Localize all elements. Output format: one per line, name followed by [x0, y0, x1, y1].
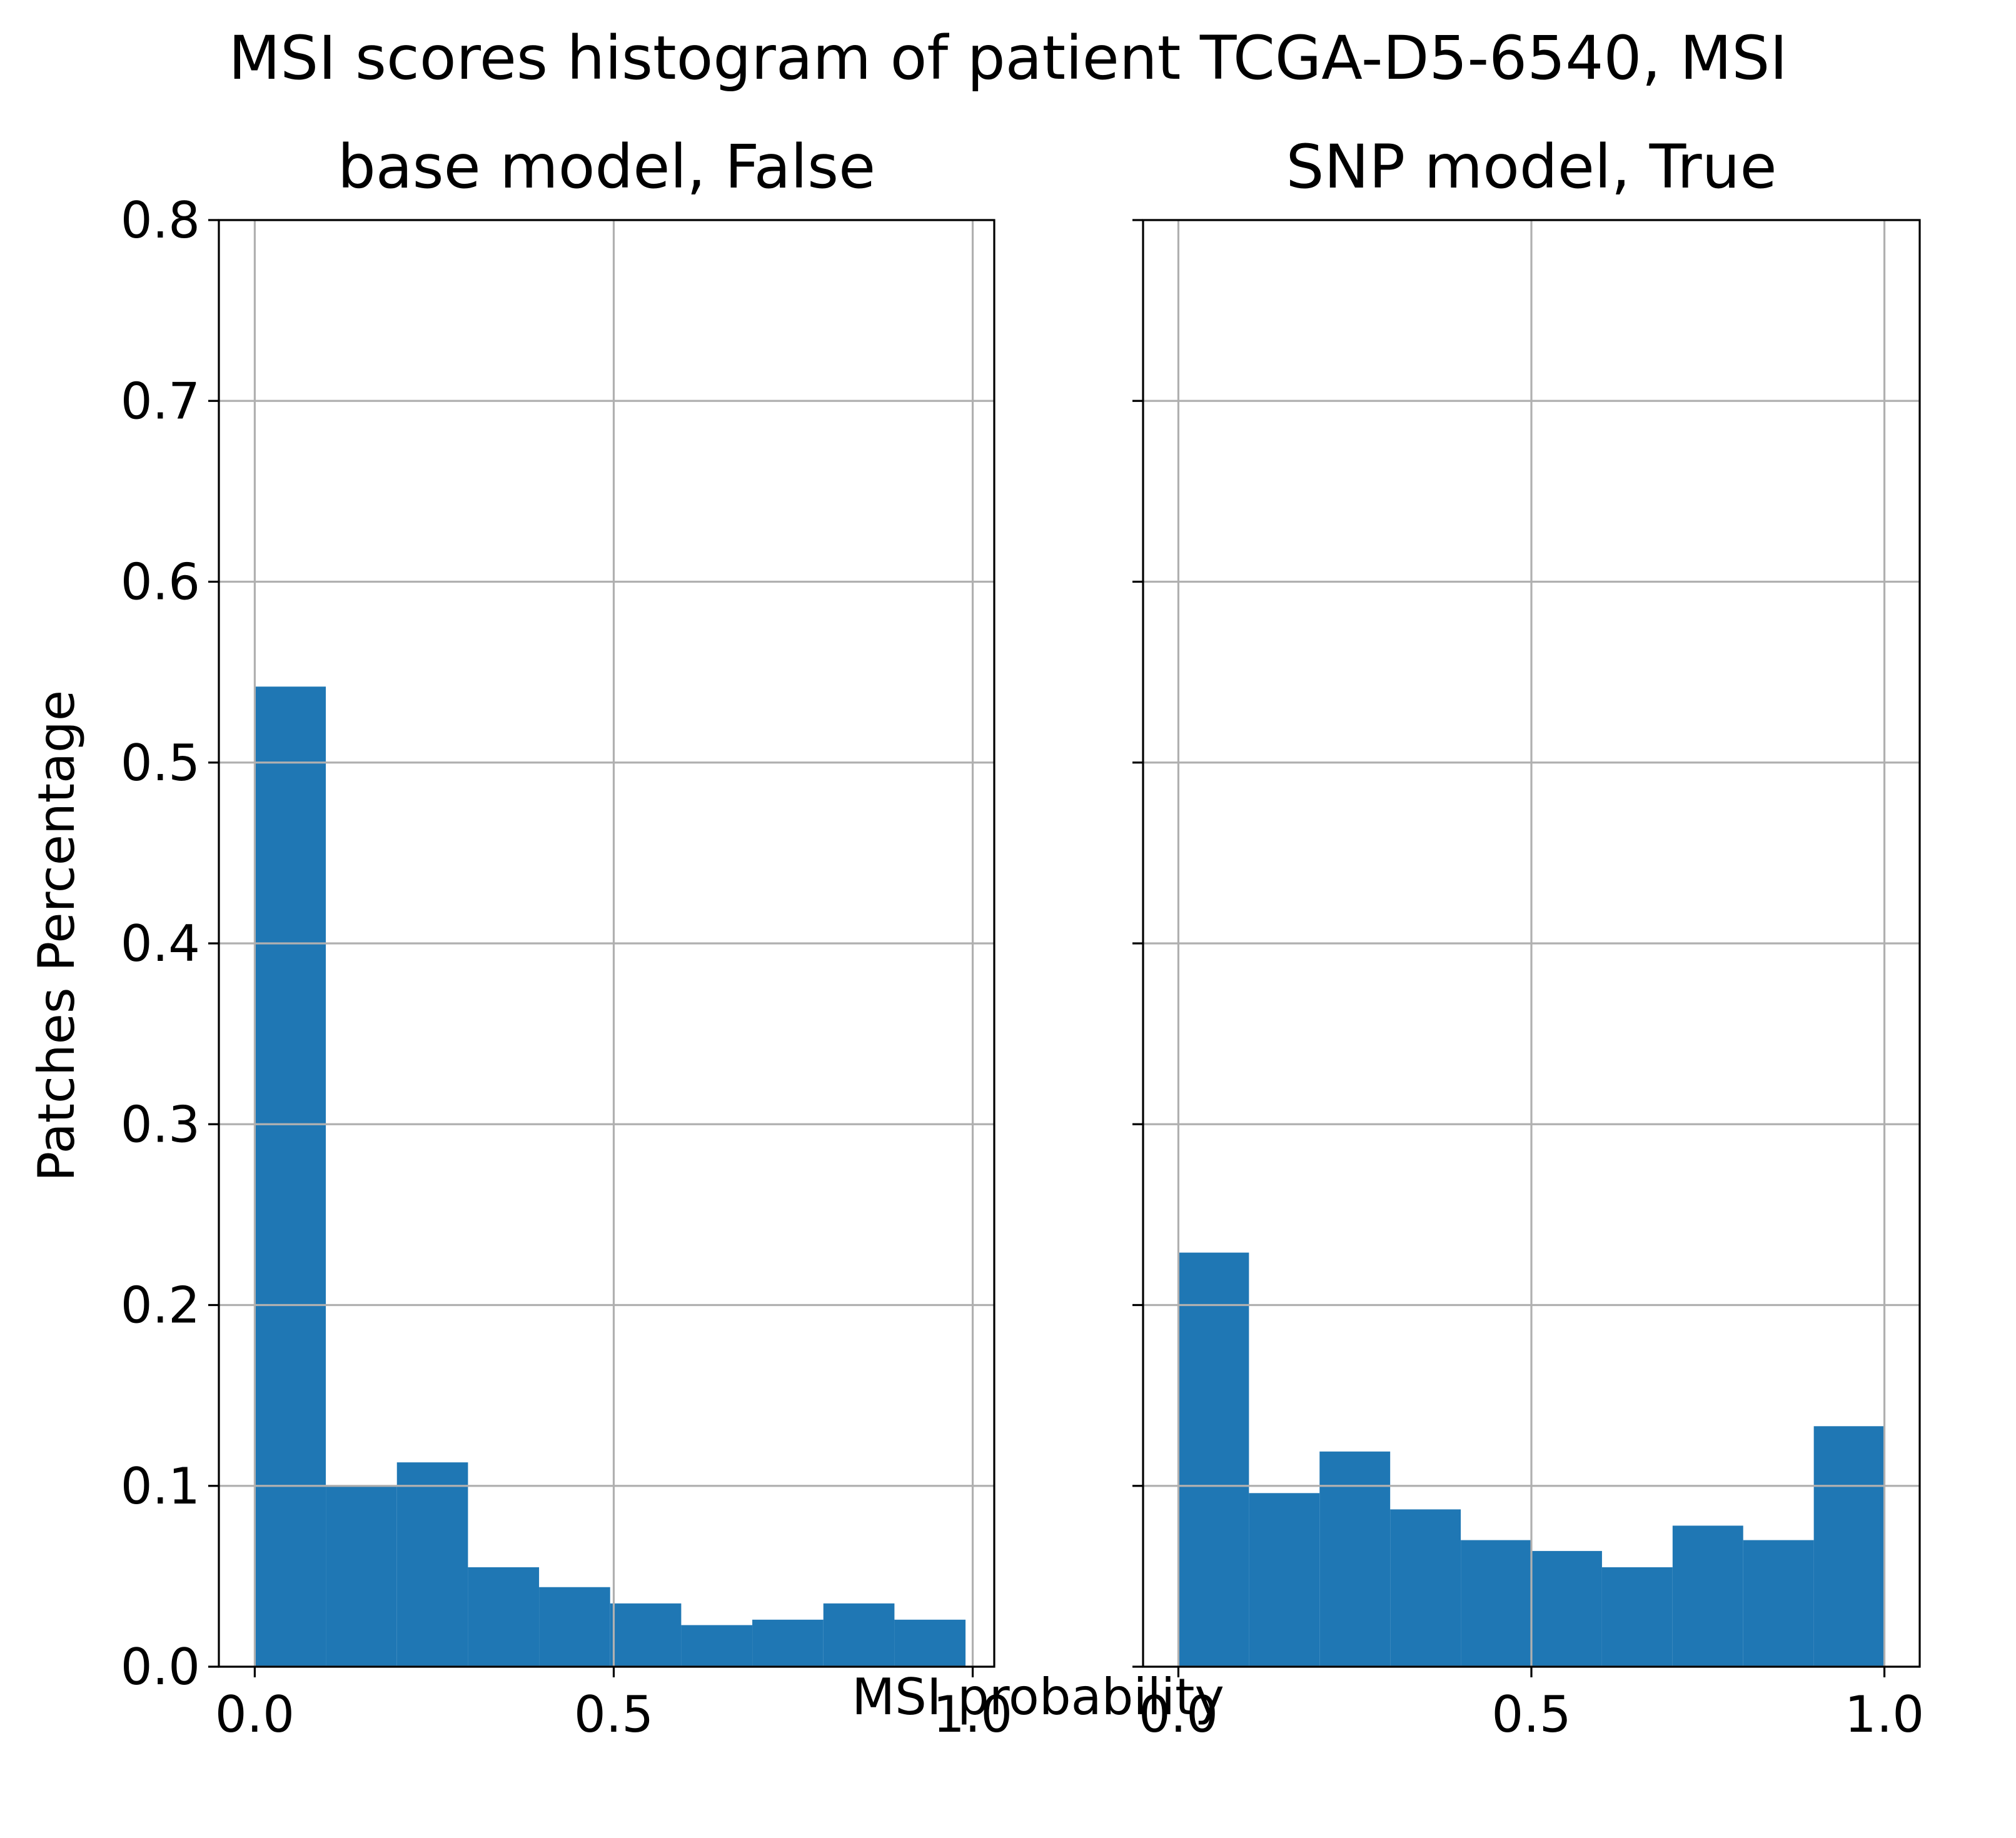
- histogram-bar: [1531, 1550, 1602, 1667]
- histogram-bar: [823, 1603, 895, 1667]
- figure-suptitle: MSI scores histogram of patient TCGA-D5-…: [228, 23, 1787, 93]
- y-tick-label: 0.2: [121, 1277, 200, 1335]
- y-tick-label: 0.5: [121, 734, 200, 792]
- y-tick-label: 0.1: [121, 1457, 200, 1515]
- histogram-bar: [396, 1462, 468, 1667]
- histogram-bar: [1461, 1540, 1531, 1667]
- histogram-bar: [539, 1587, 610, 1667]
- y-tick-label: 0.0: [121, 1638, 200, 1696]
- histogram-bar: [610, 1603, 682, 1667]
- x-tick-label: 0.5: [1491, 1685, 1571, 1744]
- shared-x-axis-label: MSI probability: [852, 1668, 1224, 1726]
- histogram-bar: [1390, 1509, 1461, 1667]
- panel-title: base model, False: [338, 132, 875, 202]
- histogram-bar: [752, 1619, 824, 1667]
- x-tick-label: 0.0: [1139, 1685, 1218, 1744]
- histogram-bar: [326, 1485, 397, 1667]
- x-tick-label: 0.5: [574, 1685, 653, 1744]
- left-histogram-panel: base model, False 0.0 0.1 0.2 0.3 0.4 0.5 0.6 0.…: [121, 132, 1012, 1744]
- y-tick-label: 0.7: [121, 372, 200, 430]
- shared-y-axis-label: Patches Percentage: [28, 690, 86, 1182]
- y-tick-label: 0.6: [121, 553, 200, 611]
- x-tick-label: 1.0: [1845, 1685, 1924, 1744]
- histogram-bar: [468, 1567, 540, 1667]
- histogram-bar: [1178, 1252, 1249, 1667]
- y-tick-label: 0.8: [121, 191, 200, 249]
- x-tick-label: 0.0: [215, 1685, 295, 1744]
- histogram-bar: [681, 1625, 753, 1667]
- histogram-bar: [255, 686, 326, 1667]
- histogram-bar: [1249, 1493, 1320, 1667]
- histogram-bar: [1743, 1540, 1814, 1667]
- histogram-bar: [1672, 1525, 1743, 1667]
- histogram-bar: [1319, 1451, 1391, 1667]
- y-tick-label: 0.3: [121, 1095, 200, 1153]
- y-tick-label: 0.4: [121, 915, 200, 973]
- x-tick-label: 1.0: [933, 1685, 1012, 1744]
- right-histogram-panel: SNP model, True 0.0 0.5 1.0: [1132, 132, 1924, 1744]
- panel-title: SNP model, True: [1286, 132, 1777, 202]
- histogram-bar: [894, 1619, 966, 1667]
- histogram-bar: [1813, 1426, 1885, 1667]
- histogram-bar: [1601, 1567, 1673, 1667]
